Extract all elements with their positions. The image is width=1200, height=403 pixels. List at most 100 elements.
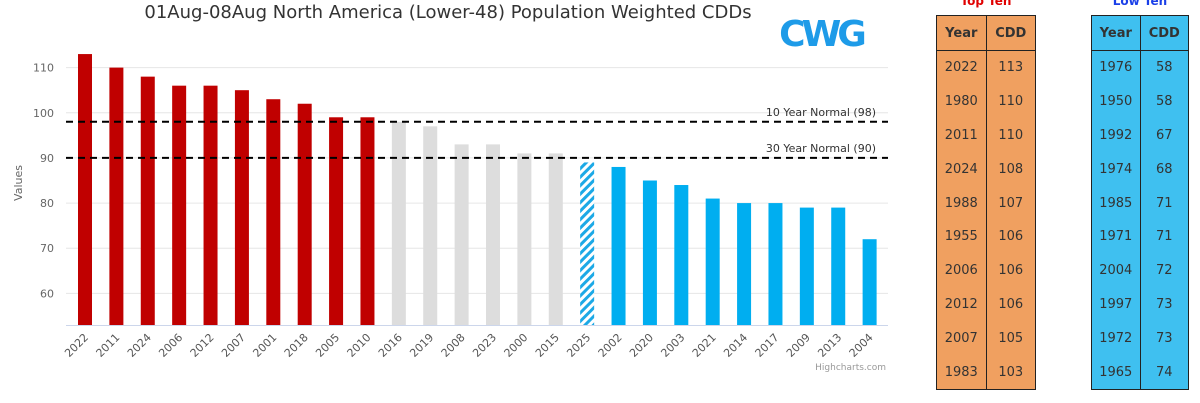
low-ten-year-cell: 1976 bbox=[1091, 50, 1141, 85]
top-ten-year-cell: 1955 bbox=[936, 219, 987, 254]
low-ten-row: 1950 58 bbox=[1091, 84, 1190, 119]
top-ten-year-cell: 2024 bbox=[936, 152, 987, 187]
low-ten-row: 1976 58 bbox=[1091, 50, 1190, 85]
x-tick-label: 2019 bbox=[407, 331, 436, 360]
low-ten-year-header: Year bbox=[1091, 15, 1141, 51]
bar-2000[interactable] bbox=[517, 153, 532, 325]
bar-2016[interactable] bbox=[391, 121, 406, 325]
top-ten-row: 1980 110 bbox=[936, 84, 1037, 119]
low-ten-row: 1992 67 bbox=[1091, 118, 1190, 153]
plot-line-label: 30 Year Normal (90) bbox=[766, 142, 876, 155]
bar-2020[interactable] bbox=[642, 180, 657, 326]
bar-2014[interactable] bbox=[737, 203, 752, 325]
x-tick-label: 2006 bbox=[156, 331, 185, 360]
low-ten-row: 1985 71 bbox=[1091, 186, 1190, 220]
bar-2010[interactable] bbox=[360, 117, 375, 325]
low-ten-year-cell: 1972 bbox=[1091, 321, 1141, 356]
bar-2015[interactable] bbox=[548, 153, 563, 325]
x-tick-label: 2002 bbox=[596, 331, 625, 360]
bar-2009[interactable] bbox=[799, 207, 814, 325]
x-tick-label: 2016 bbox=[376, 331, 405, 360]
top-ten-cdd-cell: 106 bbox=[985, 287, 1037, 322]
bar-2004[interactable] bbox=[862, 239, 877, 325]
bar-2012[interactable] bbox=[203, 85, 218, 325]
top-ten-cdd-cell: 110 bbox=[985, 84, 1037, 119]
bar-2017[interactable] bbox=[768, 203, 783, 325]
x-tick-label: 2010 bbox=[345, 331, 374, 360]
x-tick-label: 2017 bbox=[753, 331, 782, 360]
y-tick-label: 100 bbox=[33, 107, 54, 120]
bar-2006[interactable] bbox=[172, 85, 187, 325]
top-ten-cdd-cell: 110 bbox=[985, 118, 1037, 153]
x-tick-label: 2022 bbox=[62, 331, 91, 360]
x-tick-label: 2005 bbox=[313, 331, 342, 360]
top-ten-row: 1955 106 bbox=[936, 219, 1037, 254]
low-ten-year-cell: 1997 bbox=[1091, 287, 1141, 322]
x-tick-label: 2003 bbox=[658, 331, 687, 360]
low-ten-year-cell: 1992 bbox=[1091, 118, 1141, 153]
y-axis-title: Values bbox=[12, 165, 25, 201]
bar-2019[interactable] bbox=[423, 126, 438, 325]
top-ten-year-cell: 1983 bbox=[936, 355, 987, 390]
bar-2002[interactable] bbox=[611, 166, 626, 325]
top-ten-cdd-cell: 105 bbox=[985, 321, 1037, 356]
top-ten-row: 1988 107 bbox=[936, 186, 1037, 220]
y-tick-label: 80 bbox=[40, 197, 54, 210]
bar-2022[interactable] bbox=[78, 54, 92, 325]
credits-link[interactable]: Highcharts.com bbox=[815, 363, 886, 373]
x-tick-label: 2018 bbox=[282, 331, 311, 360]
low-ten-year-cell: 2004 bbox=[1091, 253, 1141, 288]
top-ten-row: 1983 103 bbox=[936, 355, 1037, 390]
x-tick-label: 2015 bbox=[533, 331, 562, 360]
x-tick-label: 2012 bbox=[188, 331, 217, 360]
y-tick-label: 110 bbox=[33, 62, 54, 75]
bar-2024[interactable] bbox=[140, 76, 155, 325]
bar-2011[interactable] bbox=[109, 67, 124, 325]
bar-2025[interactable] bbox=[580, 162, 595, 325]
low-ten-cdd-cell: 74 bbox=[1139, 355, 1190, 390]
bar-2008[interactable] bbox=[454, 144, 469, 325]
bar-2007[interactable] bbox=[234, 90, 249, 325]
x-tick-label: 2001 bbox=[250, 331, 279, 360]
x-tick-label: 2008 bbox=[439, 331, 468, 360]
top-ten-cdd-cell: 106 bbox=[985, 219, 1037, 254]
low-ten-row: 2004 72 bbox=[1091, 253, 1190, 288]
bar-2001[interactable] bbox=[266, 99, 281, 325]
low-ten-cdd-cell: 73 bbox=[1139, 321, 1190, 356]
low-ten-cdd-cell: 73 bbox=[1139, 287, 1190, 322]
x-tick-label: 2009 bbox=[784, 331, 813, 360]
low-ten-cdd-cell: 68 bbox=[1139, 152, 1190, 187]
low-ten-year-cell: 1985 bbox=[1091, 186, 1141, 220]
low-ten-table: Year CDD 1976 58 1950 58 1992 67 1974 68 1985 71 1… bbox=[1091, 15, 1190, 390]
x-tick-label: 2023 bbox=[470, 331, 499, 360]
top-ten-year-cell: 1988 bbox=[936, 186, 987, 220]
top-ten-year-cell: 2012 bbox=[936, 287, 987, 322]
bar-2021[interactable] bbox=[705, 198, 720, 325]
top-ten-cdd-cell: 113 bbox=[985, 50, 1037, 85]
bar-2013[interactable] bbox=[831, 207, 846, 325]
top-ten-row: 2011 110 bbox=[936, 118, 1037, 153]
low-ten-caption: Low Ten bbox=[1112, 0, 1168, 8]
grid bbox=[66, 67, 888, 294]
chart: 01Aug-08Aug North America (Lower-48) Pop… bbox=[12, 2, 888, 373]
bar-2003[interactable] bbox=[674, 185, 689, 325]
bar-2018[interactable] bbox=[297, 103, 312, 325]
y-tick-label: 60 bbox=[40, 287, 54, 300]
bar-2005[interactable] bbox=[329, 117, 344, 325]
x-tick-label: 2000 bbox=[502, 331, 531, 360]
bars bbox=[78, 54, 877, 325]
low-ten-row: 1965 74 bbox=[1091, 355, 1190, 390]
low-ten-row: 1971 71 bbox=[1091, 219, 1190, 254]
cwg-logo: CWG bbox=[779, 14, 868, 55]
top-ten-year-cell: 2022 bbox=[936, 50, 987, 85]
low-ten-cdd-cell: 71 bbox=[1139, 186, 1190, 220]
bar-2023[interactable] bbox=[486, 144, 500, 325]
top-ten-cdd-cell: 108 bbox=[985, 152, 1037, 187]
x-tick-label: 2014 bbox=[721, 331, 750, 360]
x-tick-label: 2021 bbox=[690, 331, 719, 360]
low-ten-year-cell: 1974 bbox=[1091, 152, 1141, 187]
top-ten-year-cell: 2011 bbox=[936, 118, 987, 153]
top-ten-year-header: Year bbox=[936, 15, 987, 51]
top-ten-cdd-cell: 107 bbox=[985, 186, 1037, 220]
x-tick-label: 2004 bbox=[847, 331, 876, 360]
